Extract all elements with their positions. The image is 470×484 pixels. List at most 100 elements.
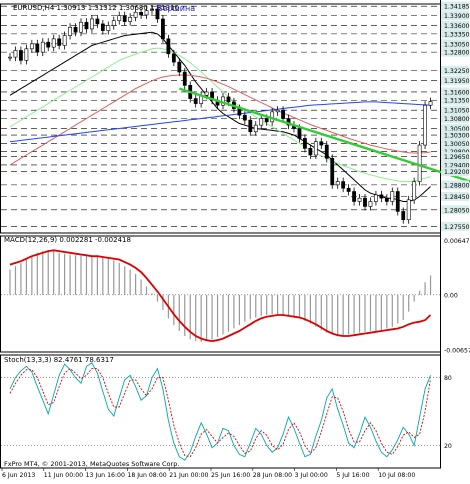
price-label: 1.33600 <box>444 23 470 30</box>
price-label-box <box>441 11 469 21</box>
stochastic-layer <box>1 362 440 461</box>
time-axis-label: 3 Jul 00:00 <box>295 472 328 479</box>
macd-histogram-bar <box>358 294 361 333</box>
price-label-box <box>441 138 469 148</box>
price-label-box <box>441 105 469 115</box>
peak-annotation: Вершина <box>157 4 195 13</box>
macd-histogram-bar <box>189 294 191 340</box>
price-label: 1.29650 <box>444 154 470 161</box>
macd-histogram-bar <box>85 256 88 295</box>
trendline-layer <box>178 87 470 183</box>
macd-histogram-bar <box>402 294 404 321</box>
price-label: 1.32800 <box>444 50 470 57</box>
candle-body <box>193 98 198 104</box>
macd-histogram-bar <box>64 253 66 295</box>
price-label-box <box>441 39 469 49</box>
candle-body <box>35 43 40 53</box>
candle-body <box>106 25 111 31</box>
candle-body <box>100 23 105 31</box>
candle-body <box>242 114 247 121</box>
candle-body <box>133 11 138 18</box>
candle-body <box>330 158 335 186</box>
macd-histogram-bar <box>331 294 333 335</box>
candle-body <box>128 16 133 22</box>
candle-body <box>117 15 122 21</box>
price-label-box <box>441 180 469 190</box>
macd-histogram-bar <box>184 294 186 337</box>
candle-body <box>226 96 231 103</box>
price-label-box <box>441 221 469 231</box>
candle-body <box>24 48 29 61</box>
macd-histogram-bar <box>315 294 317 327</box>
candle-body <box>155 8 160 20</box>
candle-body <box>8 56 12 59</box>
macd-histogram-bar <box>135 273 137 295</box>
price-label: 1.33350 <box>444 31 470 38</box>
price-label: 1.31050 <box>444 108 470 115</box>
copyright-text: FxPro MT4, © 2001-2013, MetaQuotes Softw… <box>4 460 179 468</box>
macd-histogram-bar <box>233 294 235 329</box>
macd-histogram-bar <box>151 293 153 295</box>
candle-body <box>357 197 362 202</box>
candle-body <box>122 15 127 22</box>
candle-body <box>46 41 51 48</box>
candle-body <box>182 71 187 86</box>
candle-layer <box>8 4 433 224</box>
time-axis-label: 11 Jun 00:00 <box>44 472 83 479</box>
candle-body <box>62 35 67 46</box>
stoch-signal-line <box>9 368 431 458</box>
stoch-axis-label: 80 <box>444 375 452 382</box>
candle-body <box>390 191 395 202</box>
macd-histogram-bar <box>58 252 60 295</box>
macd-histogram-bar <box>277 294 279 315</box>
macd-histogram-bar <box>129 269 131 295</box>
macd-histogram-bar <box>419 290 421 295</box>
candle-body <box>379 194 384 199</box>
candle-body <box>259 118 264 126</box>
macd-histogram-bar <box>20 262 22 295</box>
macd-histogram-bar <box>353 294 355 334</box>
candle-body <box>204 91 209 96</box>
candle-body <box>406 199 411 221</box>
price-label: 1.29400 <box>444 162 470 169</box>
macd-histogram-bar <box>206 294 208 342</box>
macd-histogram-bar <box>298 294 301 319</box>
macd-histogram-bar <box>342 294 344 336</box>
macd-histogram-bar <box>124 266 126 295</box>
candle-body <box>308 148 313 156</box>
stoch-axis-label: 20 <box>444 443 452 450</box>
price-label-box <box>441 191 469 201</box>
macd-axis-label: -0.00657 <box>444 348 470 355</box>
macd-histogram-bar <box>216 294 219 337</box>
time-axis-label: 10 Jul 08:00 <box>378 472 415 479</box>
macd-histogram-bar <box>14 266 17 295</box>
candle-body <box>111 20 116 26</box>
candle-body <box>144 10 149 16</box>
candle-body <box>13 50 18 58</box>
macd-histogram-bar <box>293 294 295 317</box>
price-label: 1.30050 <box>444 141 470 148</box>
macd-histogram-bar <box>244 294 246 322</box>
stoch-title: Stoch(13,3,3) 82.4761 78.6317 <box>4 356 114 364</box>
candle-body <box>324 144 329 159</box>
candle-body <box>248 119 253 133</box>
price-label-box <box>441 147 469 157</box>
price-label-box <box>441 152 469 162</box>
price-label: 1.31950 <box>444 78 470 85</box>
price-label-box <box>441 205 469 215</box>
price-label: 1.31350 <box>444 98 470 105</box>
candle-body <box>139 11 143 16</box>
macd-title: MACD(12,26,9) 0.002281 -0.002418 <box>4 236 131 244</box>
candle-body <box>297 128 302 139</box>
price-label: 1.28050 <box>444 207 470 214</box>
price-label-box <box>441 47 469 57</box>
macd-histogram-bar <box>260 294 262 316</box>
macd-histogram-bar <box>118 262 120 295</box>
macd-histogram-bar <box>408 294 410 312</box>
candle-body <box>68 26 72 36</box>
macd-histogram-bar <box>424 282 426 295</box>
candle-body <box>275 109 280 113</box>
